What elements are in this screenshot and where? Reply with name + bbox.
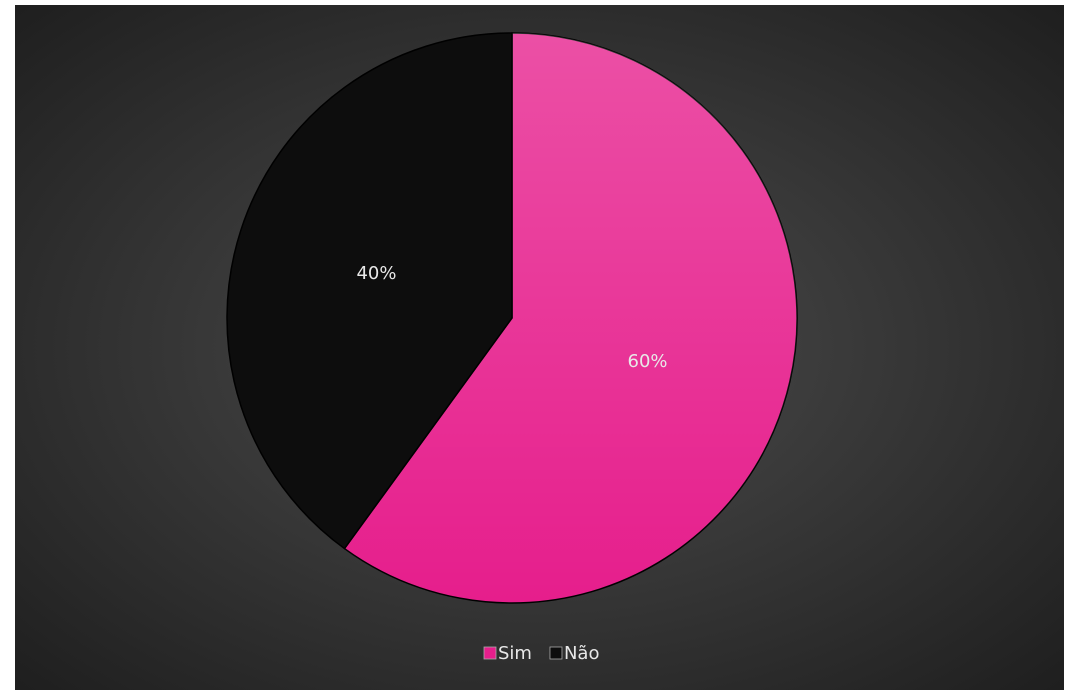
legend-label: Não — [564, 643, 600, 664]
legend-swatch — [549, 646, 563, 660]
legend-label: Sim — [498, 643, 532, 664]
legend: Sim Não — [483, 643, 600, 664]
plot-area: 60% 40% — [226, 32, 798, 604]
pie-slice — [226, 32, 513, 550]
data-label: 60% — [628, 351, 668, 372]
data-label: 40% — [356, 263, 396, 284]
slice-shade — [344, 33, 797, 603]
legend-swatch — [483, 646, 497, 660]
